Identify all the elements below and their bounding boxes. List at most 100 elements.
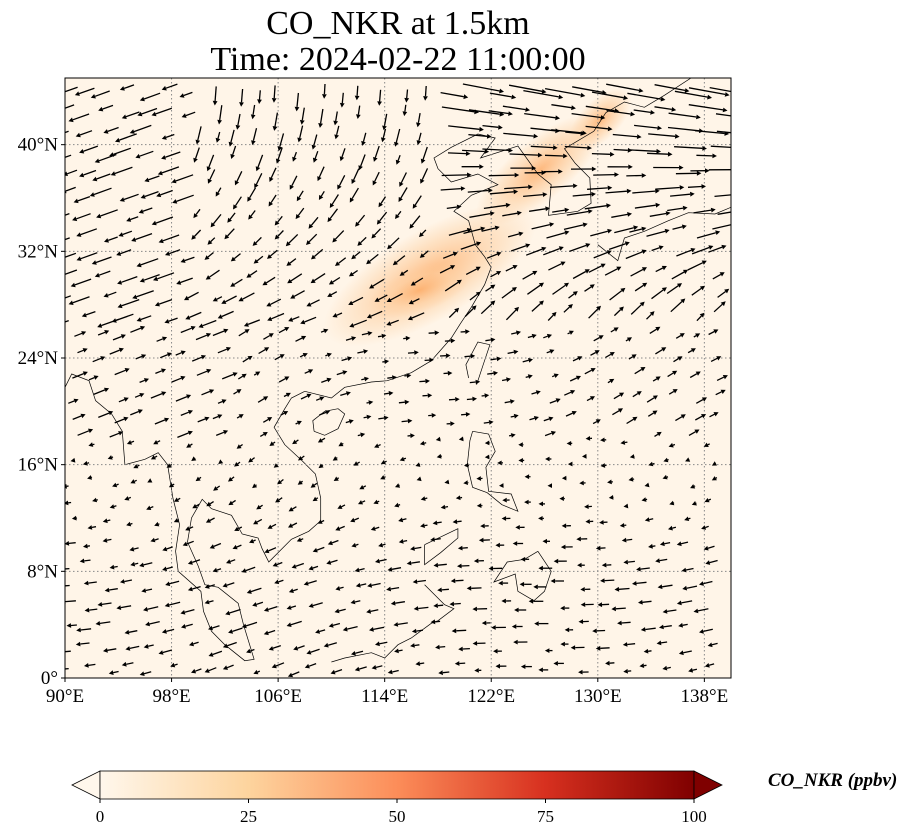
wind-arrow (254, 173, 263, 189)
wind-arrow (395, 154, 401, 165)
wind-arrow (563, 304, 573, 313)
wind-arrow (688, 87, 730, 97)
wind-arrow (613, 392, 625, 400)
wind-arrow (65, 252, 77, 258)
wind-arrow (671, 269, 689, 280)
wind-arrow (703, 442, 710, 447)
wind-arrow (119, 84, 135, 91)
wind-arrow (415, 661, 425, 666)
wind-arrow (230, 253, 241, 262)
wind-arrow (363, 414, 372, 420)
wind-arrow (332, 230, 345, 243)
wind-arrow (171, 375, 186, 383)
wind-arrow (296, 190, 304, 202)
wind-arrow (164, 317, 178, 324)
wind-arrow (207, 169, 216, 184)
wind-arrow (289, 175, 298, 190)
wind-arrow (201, 389, 215, 396)
wind-arrow (179, 91, 193, 98)
coastline-segment (493, 550, 552, 602)
wind-arrow (593, 335, 604, 342)
wind-arrow (457, 545, 468, 551)
wind-arrow (72, 213, 91, 222)
wind-arrow (420, 496, 428, 501)
wind-arrow (339, 92, 345, 108)
wind-arrow (593, 172, 619, 177)
wind-arrow (328, 276, 341, 285)
colorbar-tick-label: 50 (389, 807, 406, 826)
wind-arrow (212, 86, 218, 106)
wind-arrow (225, 608, 241, 616)
wind-arrow (454, 661, 466, 666)
wind-arrow (486, 251, 502, 259)
wind-arrow (518, 458, 525, 463)
wind-arrow (509, 152, 543, 158)
lon-tick-label: 122°E (467, 686, 515, 707)
wind-arrow (654, 431, 662, 437)
wind-arrow (714, 194, 731, 198)
wind-arrow (144, 175, 160, 183)
wind-arrow (476, 476, 483, 481)
wind-arrow (338, 441, 344, 447)
wind-arrow (584, 203, 611, 210)
wind-arrow (676, 600, 693, 606)
wind-arrow (570, 645, 585, 650)
wind-arrow (553, 558, 567, 564)
wind-arrow (440, 186, 466, 191)
wind-arrow (668, 112, 701, 120)
wind-arrow (621, 537, 633, 543)
wind-arrow (217, 347, 231, 354)
wind-arrow (672, 224, 687, 230)
wind-arrow (140, 190, 159, 199)
wind-arrow (139, 92, 161, 102)
wind-arrow (608, 495, 614, 500)
wind-arrow (185, 311, 202, 320)
wind-arrow (440, 504, 449, 510)
wind-arrow (544, 648, 553, 653)
wind-arrow (584, 368, 596, 375)
wind-arrow (547, 483, 552, 488)
wind-arrow (318, 190, 325, 200)
wind-arrow (440, 91, 469, 100)
wind-arrow (137, 107, 158, 117)
wind-arrow (662, 474, 669, 480)
wind-arrow (619, 523, 627, 528)
wind-arrow (550, 578, 564, 584)
wind-arrow (162, 546, 173, 552)
wind-arrow (549, 183, 578, 189)
wind-arrow (366, 310, 383, 319)
wind-arrow (117, 275, 138, 285)
wind-arrow (687, 348, 696, 354)
wind-arrow (259, 432, 268, 437)
wind-arrow (423, 85, 428, 101)
wind-arrow (688, 104, 728, 113)
wind-arrow (317, 519, 325, 524)
wind-arrow (376, 211, 388, 225)
wind-arrow (493, 648, 502, 654)
wind-arrow (66, 623, 77, 628)
wind-arrow (523, 89, 564, 100)
wind-arrow (634, 124, 662, 131)
wind-arrow (669, 500, 675, 506)
wind-arrow (380, 128, 387, 143)
wind-arrow (465, 266, 481, 275)
wind-arrow (564, 627, 574, 633)
wind-arrow (357, 349, 369, 354)
wind-arrow (139, 671, 152, 676)
wind-arrow (593, 250, 612, 259)
wind-arrow (390, 600, 405, 606)
wind-arrow (228, 499, 236, 506)
wind-arrow (522, 270, 538, 280)
wind-arrow (111, 313, 134, 323)
wind-arrow (435, 644, 446, 650)
wind-arrow (569, 375, 581, 382)
wind-arrow (157, 166, 180, 176)
wind-arrow (351, 542, 359, 548)
wind-arrow (212, 567, 222, 573)
wind-arrow (221, 372, 238, 380)
wind-arrow (227, 212, 236, 223)
wind-arrow (213, 485, 221, 491)
wind-arrow (578, 619, 589, 624)
wind-arrow (710, 356, 722, 362)
wind-arrow (275, 497, 283, 503)
